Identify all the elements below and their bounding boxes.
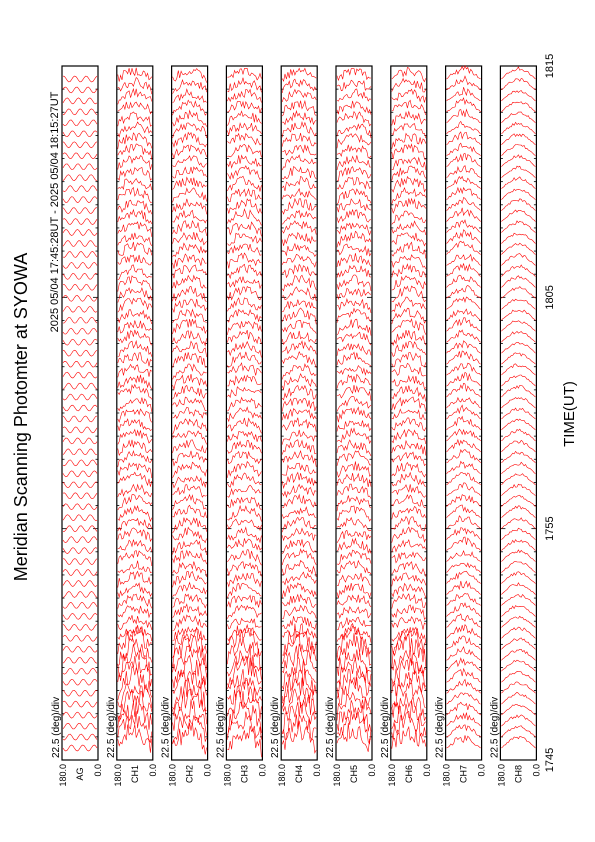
y-tick-top: 180.0 — [222, 764, 232, 787]
x-tick-label: 1745 — [544, 748, 556, 772]
panel-ch2: CH2 22.5 (deg)/div 180.0 0.0 — [161, 65, 213, 787]
panel-frame — [61, 65, 99, 761]
y-tick-top: 180.0 — [387, 764, 397, 787]
scale-label: 22.5 (deg)/div — [435, 697, 446, 758]
scan-traces — [336, 68, 372, 752]
y-tick-top: 180.0 — [168, 764, 178, 787]
scale-label: 22.5 (deg)/div — [380, 697, 391, 758]
x-tick-label: 1805 — [544, 285, 556, 309]
panel-ch4: CH4 22.5 (deg)/div 180.0 0.0 — [270, 65, 322, 787]
y-tick-top: 180.0 — [332, 764, 342, 787]
channel-label: CH1 — [130, 765, 140, 783]
channel-label: CH2 — [185, 765, 195, 783]
x-tick-label: 1755 — [544, 516, 556, 540]
scale-label: 22.5 (deg)/div — [215, 697, 226, 758]
panel-ch6: CH6 22.5 (deg)/div 180.0 0.0 — [380, 65, 432, 787]
channel-label: CH5 — [349, 765, 359, 783]
x-tick-label: 1815 — [544, 54, 556, 78]
scan-traces — [391, 66, 427, 749]
y-tick-top: 180.0 — [58, 764, 68, 787]
y-tick-bottom: 0.0 — [531, 764, 541, 777]
y-tick-top: 180.0 — [496, 764, 506, 787]
panel-ch8: CH8 22.5 (deg)/div 180.0 0.0 — [489, 65, 541, 787]
channel-label: AG — [75, 767, 85, 780]
channel-label: CH6 — [404, 765, 414, 783]
chart-title: Meridian Scanning Photomter at SYOWA — [11, 253, 31, 581]
channel-label: CH3 — [239, 765, 249, 783]
y-tick-bottom: 0.0 — [367, 764, 377, 777]
scan-traces — [62, 75, 98, 752]
panel-ch7: CH7 22.5 (deg)/div 180.0 0.0 — [435, 64, 487, 787]
scan-traces — [446, 64, 481, 749]
scan-traces — [117, 67, 153, 753]
panel-ch3: CH3 22.5 (deg)/div 180.0 0.0 — [215, 65, 267, 787]
y-tick-top: 180.0 — [442, 764, 452, 787]
y-tick-bottom: 0.0 — [312, 764, 322, 777]
y-tick-top: 180.0 — [277, 764, 287, 787]
scale-label: 22.5 (deg)/div — [270, 697, 281, 758]
panel-ch5: CH5 22.5 (deg)/div 180.0 0.0 — [325, 65, 377, 787]
scan-traces — [172, 68, 207, 755]
scale-label: 22.5 (deg)/div — [106, 697, 117, 758]
scale-label: 22.5 (deg)/div — [325, 697, 336, 758]
y-tick-bottom: 0.0 — [477, 764, 487, 777]
y-tick-bottom: 0.0 — [422, 764, 432, 777]
panels: AG 22.5 (deg)/div 180.0 0.0 CH1 22.5 (deg)/di… — [51, 64, 541, 787]
scale-label: 22.5 (deg)/div — [51, 697, 62, 758]
chart-subtitle: 2025 05/04 17:45:28UT - 2025 05/04 18:15… — [49, 91, 61, 332]
y-tick-bottom: 0.0 — [257, 764, 267, 777]
panel-frame — [116, 65, 154, 761]
panel-frame — [499, 65, 537, 761]
x-axis-label: TIME(UT) — [561, 381, 578, 447]
panel-frame — [390, 65, 428, 761]
scale-label: 22.5 (deg)/div — [489, 697, 500, 758]
y-tick-bottom: 0.0 — [93, 764, 103, 777]
x-tick-labels: 1745 1755 1805 1815 — [544, 54, 556, 772]
scan-traces — [227, 68, 262, 758]
channel-label: CH4 — [294, 765, 304, 783]
panel-ch1: CH1 22.5 (deg)/div 180.0 0.0 — [106, 65, 158, 787]
scan-traces — [501, 66, 536, 749]
channel-label: CH7 — [459, 765, 469, 783]
panel-ag: AG 22.5 (deg)/div 180.0 0.0 — [51, 65, 103, 787]
y-tick-bottom: 0.0 — [203, 764, 213, 777]
scale-label: 22.5 (deg)/div — [161, 697, 172, 758]
panel-frame — [445, 65, 483, 761]
y-tick-bottom: 0.0 — [148, 764, 158, 777]
scan-traces — [281, 67, 317, 754]
y-tick-top: 180.0 — [113, 764, 123, 787]
channel-label: CH8 — [513, 765, 523, 783]
